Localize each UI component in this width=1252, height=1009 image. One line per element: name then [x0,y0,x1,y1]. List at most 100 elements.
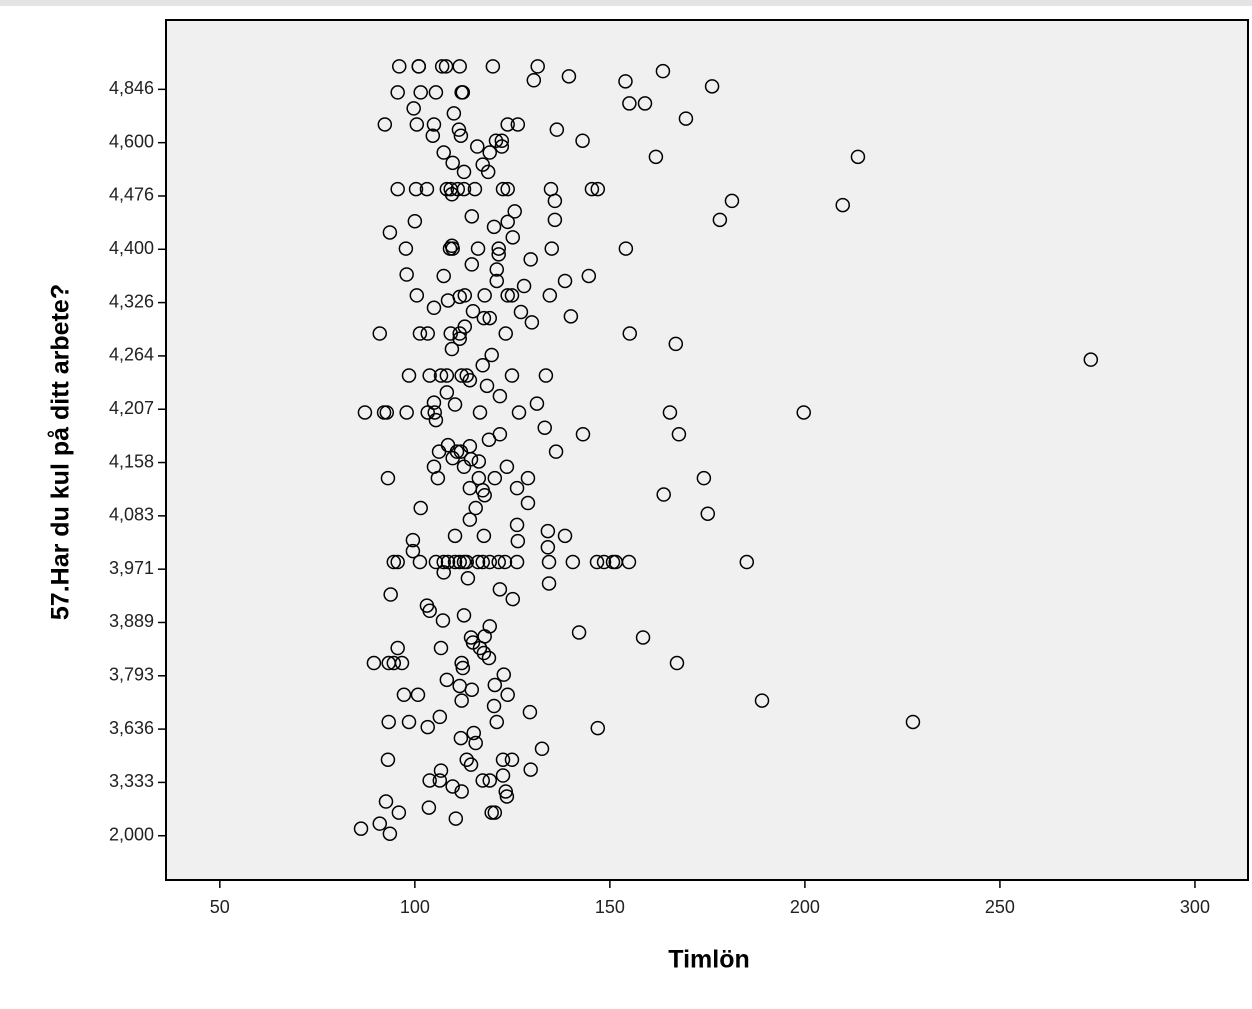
point [511,405,527,420]
point [538,368,554,383]
point [386,655,402,671]
point [428,85,444,100]
point [454,784,469,799]
y-tick-label: 4,207 [109,398,154,418]
point [498,784,513,799]
point [494,139,510,154]
point [468,500,483,516]
point [439,672,455,688]
point [459,752,474,767]
point [420,405,435,420]
point [390,181,405,197]
point [671,426,687,442]
y-tick-label: 4,846 [109,78,154,98]
point [410,687,426,703]
x-tick-label: 100 [400,897,430,917]
point [407,213,423,229]
point [481,650,497,666]
y-tick-label: 3,636 [109,718,154,738]
point [662,405,678,420]
point [541,576,557,591]
point [462,512,478,527]
point [656,487,671,502]
point [496,667,512,682]
point [575,426,591,442]
point [534,741,550,757]
point [445,450,460,466]
point [482,145,497,160]
y-tick-label: 3,971 [109,558,154,578]
point [621,554,637,570]
point [540,523,556,539]
x-tick-label: 250 [985,897,1015,917]
y-tick-label: 4,083 [109,505,154,525]
point [655,63,671,79]
point [475,773,490,788]
point [495,768,511,783]
point [487,805,503,820]
point [383,587,398,602]
point [439,368,455,383]
point [445,155,460,171]
point [411,59,427,74]
point [500,117,515,132]
point [495,752,511,767]
point [456,608,472,623]
point [426,300,442,316]
point [520,495,536,511]
y-tick-label: 4,326 [109,291,154,311]
point [456,164,472,180]
point [457,319,473,334]
point [523,252,538,267]
point [476,310,492,326]
point [472,405,488,420]
point [575,133,590,148]
point [486,698,502,714]
point [453,128,469,143]
point [452,59,467,74]
point [482,554,497,570]
point [479,378,495,394]
point [434,59,450,74]
x-tick-label: 200 [790,897,820,917]
y-tick-label: 3,889 [109,611,154,631]
point [669,655,685,671]
point [505,230,521,245]
point [489,714,505,730]
point [382,225,398,240]
point [489,262,505,277]
point [668,336,684,352]
point [457,288,473,303]
point [492,388,508,404]
point [447,397,463,412]
point [447,554,463,570]
point [421,800,437,815]
point [505,591,521,607]
point [396,687,412,703]
point [436,145,451,160]
point [544,241,560,256]
point [452,331,467,346]
point [398,241,414,256]
point [571,625,587,640]
point [372,326,387,341]
point [509,480,525,496]
point [596,554,612,570]
y-tick-label: 4,400 [109,238,154,258]
point [409,117,425,132]
point [541,554,557,570]
point [754,693,770,708]
point [712,212,728,228]
point [382,826,398,841]
point [430,470,446,486]
top-strip [0,0,1252,6]
point [504,368,520,383]
point [492,426,508,442]
point [522,704,538,720]
y-tick-label: 4,264 [109,345,154,365]
point [453,730,469,746]
point [491,247,506,262]
point [905,714,921,730]
point [390,85,405,100]
point [590,720,606,736]
